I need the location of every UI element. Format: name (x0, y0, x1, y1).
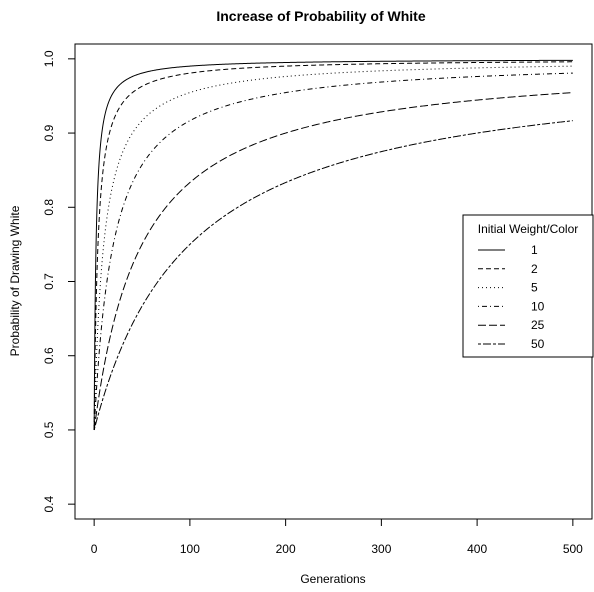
y-tick-label: 0.4 (42, 495, 56, 512)
series-line-50 (93, 120, 573, 431)
legend-label-50: 50 (531, 337, 545, 351)
x-tick-label: 300 (371, 542, 391, 556)
series-line-1 (93, 59, 573, 430)
chart-title: Increase of Probability of White (216, 8, 425, 24)
y-axis-label: Probability of Drawing White (8, 205, 22, 356)
series-line-10 (93, 72, 573, 430)
x-tick-label: 500 (563, 542, 583, 556)
x-tick-label: 200 (276, 542, 296, 556)
x-tick-label: 0 (91, 542, 98, 556)
legend-label-2: 2 (531, 262, 538, 276)
x-tick-label: 100 (180, 542, 200, 556)
y-tick-label: 0.8 (42, 199, 56, 216)
legend-label-5: 5 (531, 281, 538, 295)
series-line-5 (93, 65, 573, 430)
x-axis: 0 100 200 300 400 500 (91, 518, 583, 556)
legend-title: Initial Weight/Color (478, 222, 579, 236)
x-tick-label: 400 (467, 542, 487, 556)
y-tick-label: 0.5 (42, 421, 56, 438)
x-axis-label: Generations (300, 572, 365, 586)
series-layer (93, 59, 573, 431)
y-axis: 0.4 0.5 0.6 0.7 0.8 0.9 1.0 (42, 50, 76, 513)
legend-label-25: 25 (531, 318, 545, 332)
y-tick-label: 0.6 (42, 347, 56, 364)
y-tick-label: 0.9 (42, 124, 56, 141)
legend-label-1: 1 (531, 243, 538, 257)
series-line-2 (93, 61, 573, 430)
legend-box (462, 214, 594, 358)
series-line-25 (93, 92, 573, 431)
y-tick-label: 1.0 (42, 50, 56, 67)
legend-label-10: 10 (531, 299, 545, 313)
y-tick-label: 0.7 (42, 273, 56, 290)
